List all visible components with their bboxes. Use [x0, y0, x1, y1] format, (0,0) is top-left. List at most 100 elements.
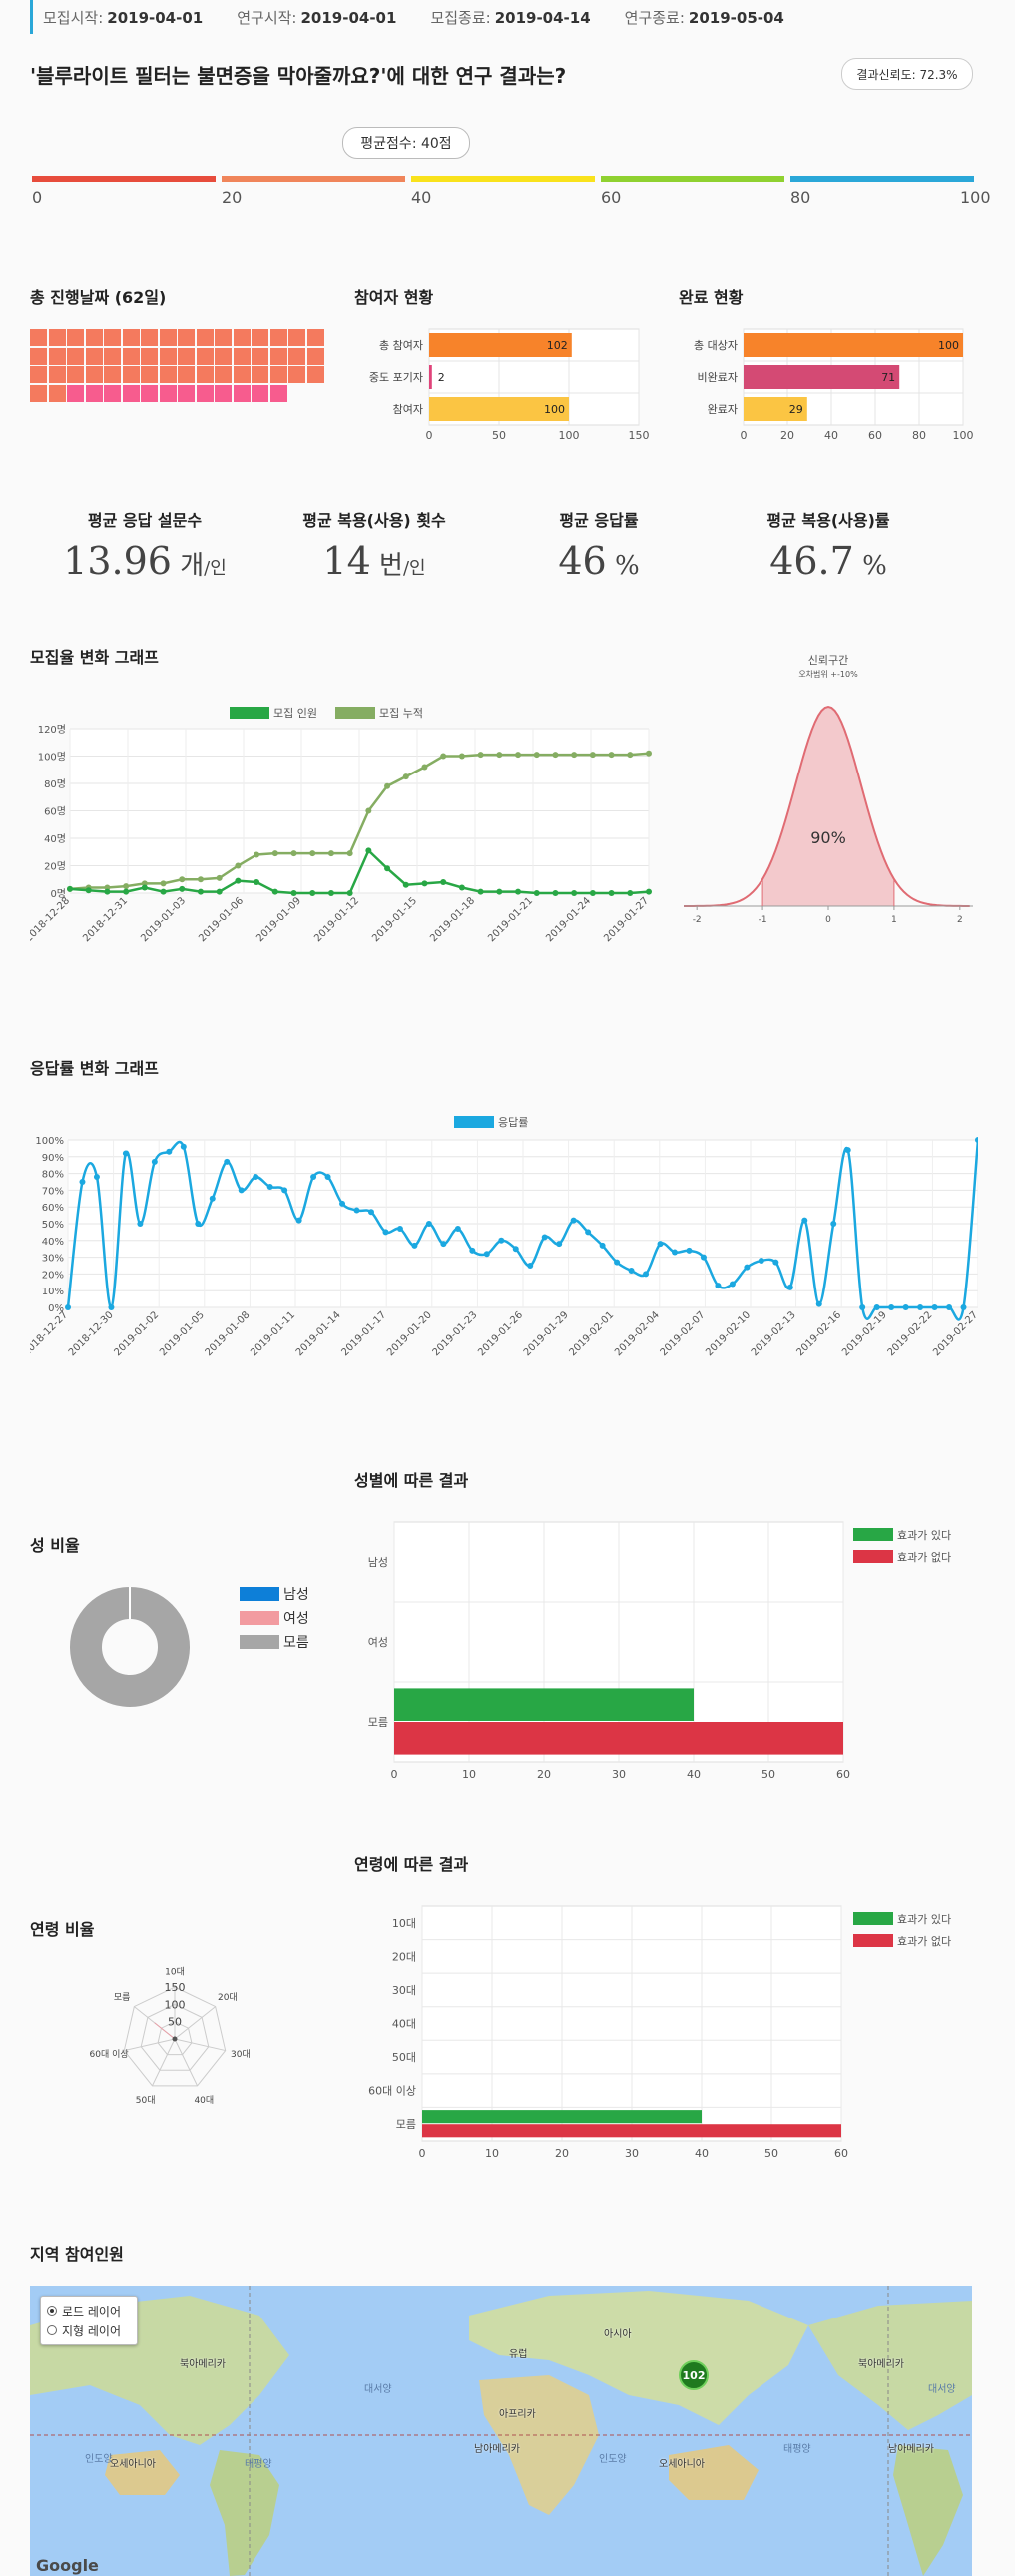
average-score-badge: 평균점수: 40점: [342, 127, 470, 159]
x-tick-label: 0: [426, 429, 433, 442]
day-cell: [30, 366, 47, 383]
participants-chart: 0 50 100 150 총 참여자 102 중도 포기자 2 참여자 100: [369, 328, 650, 442]
participant-marker[interactable]: 102: [679, 2360, 709, 2390]
day-cell: [48, 347, 66, 365]
data-point: [469, 1247, 476, 1254]
data-point: [309, 890, 316, 896]
age-ratio-title: 연령 비율: [30, 1920, 95, 1939]
day-cell: [48, 366, 66, 383]
map-layer-control[interactable]: 로드 레이어 지형 레이어: [40, 2296, 138, 2345]
y-tick-label: 10%: [42, 1287, 64, 1297]
radar-area: [154, 2022, 176, 2040]
data-point: [224, 1158, 231, 1165]
road-layer-radio[interactable]: [47, 2306, 57, 2316]
x-tick-label: 0: [741, 429, 748, 442]
data-point: [160, 888, 167, 895]
data-point: [353, 1207, 360, 1214]
data-point: [700, 1254, 707, 1261]
data-point: [235, 877, 242, 884]
x-tick-label: 40: [687, 1768, 701, 1781]
x-tick-label: 2019-01-09: [254, 895, 303, 944]
legend-swatch: [240, 1587, 279, 1601]
category-label: 40대: [392, 2018, 416, 2031]
response-title: 응답률 변화 그래프: [30, 1059, 159, 1078]
x-tick-label: 2019-01-23: [431, 1309, 480, 1358]
x-tick-label: 2019-02-13: [750, 1309, 798, 1358]
stat-value: 46.7 %: [709, 539, 948, 583]
day-cell: [233, 384, 251, 402]
day-cell: [48, 384, 66, 402]
legend-swatch: [853, 1550, 893, 1563]
recruit-chart: 0명 20명 40명 60명 80명 100명 120명 2018-12-28 2018-12-…: [30, 707, 652, 944]
data-point: [197, 876, 204, 883]
terrain-layer-option[interactable]: 지형 레이어: [47, 2320, 131, 2340]
data-point: [254, 879, 260, 885]
data-point: [137, 1221, 144, 1227]
series-line: [66, 1139, 978, 1321]
date-item: 모집시작: 2019-04-01: [43, 7, 203, 28]
terrain-layer-radio[interactable]: [47, 2325, 57, 2335]
stat-unit: %: [606, 551, 640, 581]
stat-title: 평균 응답률: [559, 511, 639, 530]
score-scale-segment: [32, 176, 216, 182]
day-cell: [252, 366, 268, 383]
legend-label: 여성: [283, 1611, 309, 1627]
data-point: [541, 1234, 548, 1241]
day-cell: [141, 384, 158, 402]
x-tick-label: 2019-01-29: [522, 1309, 571, 1358]
road-layer-option[interactable]: 로드 레이어: [47, 2301, 131, 2320]
radar-tick-label: 50: [168, 2016, 182, 2029]
data-point: [346, 890, 353, 896]
x-tick-label: 10: [462, 1768, 476, 1781]
data-point: [744, 1264, 751, 1271]
bar-value-label: 100: [938, 339, 959, 352]
y-tick-label: 0명: [50, 888, 66, 900]
date-label: 연구시작:: [237, 8, 297, 27]
data-point: [627, 752, 634, 759]
data-point: [715, 1283, 722, 1289]
data-point: [646, 750, 652, 757]
data-point: [180, 1143, 187, 1150]
day-cell: [233, 329, 251, 346]
bar: [429, 365, 432, 389]
x-tick-label: 40: [824, 429, 838, 442]
map-land: [30, 2286, 972, 2576]
continent-label: 아프리카: [499, 2409, 536, 2420]
x-tick-label: 1: [891, 915, 897, 925]
y-tick-label: 30%: [42, 1254, 64, 1265]
category-label: 10대: [392, 1917, 416, 1930]
day-cell: [215, 366, 232, 383]
legend-label: 남성: [283, 1587, 309, 1603]
legend-swatch: [240, 1635, 279, 1649]
x-tick-label: 60: [868, 429, 882, 442]
x-tick-label: 10: [485, 2147, 499, 2160]
data-point: [815, 1300, 822, 1307]
data-point: [396, 1226, 403, 1233]
data-point: [483, 1251, 490, 1258]
y-tick-label: 20%: [42, 1270, 64, 1281]
day-cell: [288, 329, 305, 346]
data-point: [339, 1200, 346, 1207]
day-cell: [141, 347, 158, 365]
date-item: 모집종료: 2019-04-14: [430, 7, 590, 28]
bar: [744, 333, 963, 357]
day-cell: [85, 366, 103, 383]
region-map[interactable]: 북아메리카 유럽 아시아 아프리카 남아메리카 오세아니아 북아메리카 남아메리카 오세아니아 대…: [30, 2286, 972, 2576]
day-cell: [159, 384, 177, 402]
data-point: [365, 807, 372, 814]
x-tick-label: 2019-01-12: [312, 895, 361, 944]
data-point: [599, 1242, 606, 1249]
radar-tick-label: 100: [165, 1998, 186, 2011]
day-cell: [104, 329, 121, 346]
score-scale-tick: 20: [222, 188, 243, 207]
legend-label: 모집 누적: [379, 707, 423, 720]
map-title: 지역 참여인원: [30, 2245, 124, 2264]
x-tick-label: 2019-02-10: [704, 1309, 753, 1358]
legend-item: 모름: [240, 1630, 309, 1654]
data-point: [844, 1147, 851, 1154]
bar-value-label: 71: [881, 371, 895, 384]
day-cell: [196, 329, 214, 346]
x-tick-label: 60: [834, 2147, 848, 2160]
data-point: [801, 1217, 808, 1224]
